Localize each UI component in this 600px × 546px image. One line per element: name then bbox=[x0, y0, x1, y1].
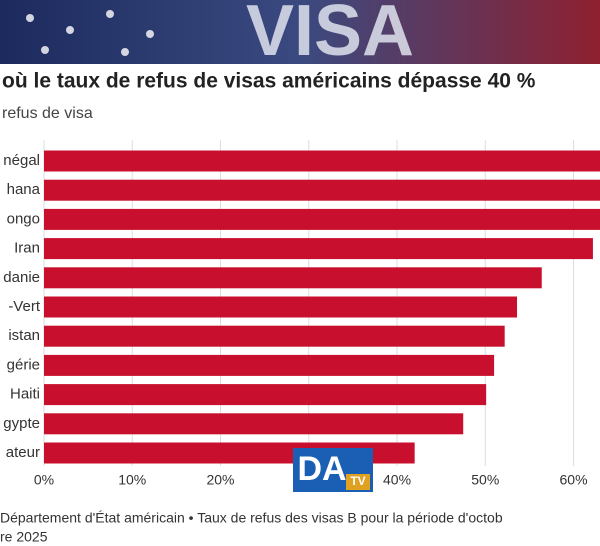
y-tick-label: ongo bbox=[7, 210, 40, 227]
source-line: Département d'État américain • Taux de r… bbox=[0, 510, 503, 526]
logo-badge bbox=[346, 474, 370, 490]
x-tick-label: 50% bbox=[471, 472, 499, 488]
logo-text: DA bbox=[297, 450, 346, 488]
bar bbox=[44, 238, 593, 260]
y-tick-label: ateur bbox=[6, 444, 40, 461]
bar bbox=[44, 384, 487, 406]
y-tick-label: hana bbox=[7, 181, 41, 198]
banner-text: VISA bbox=[246, 0, 414, 71]
y-tick-label: gérie bbox=[7, 356, 40, 373]
y-tick-label: istan bbox=[8, 327, 40, 344]
x-tick-label: 10% bbox=[118, 472, 146, 488]
y-tick-label: négal bbox=[3, 152, 40, 169]
y-tick-label: -Vert bbox=[8, 298, 41, 315]
logo: DA TV bbox=[293, 448, 373, 492]
bar bbox=[44, 296, 518, 318]
bar bbox=[44, 354, 495, 376]
bar bbox=[44, 325, 505, 347]
x-tick-label: 60% bbox=[560, 472, 588, 488]
banner bbox=[0, 0, 600, 64]
bar bbox=[44, 413, 464, 435]
bar bbox=[44, 208, 600, 230]
y-tick-label: danie bbox=[3, 269, 40, 286]
chart-title: où le taux de refus de visas américains … bbox=[2, 70, 536, 93]
y-tick-label: Haiti bbox=[10, 386, 40, 403]
bar bbox=[44, 267, 542, 289]
bar bbox=[44, 179, 600, 201]
bar bbox=[44, 150, 600, 172]
y-tick-label: Iran bbox=[14, 240, 40, 257]
chart-subtitle: refus de visa bbox=[2, 105, 93, 122]
x-tick-label: 40% bbox=[383, 472, 411, 488]
logo-sub: TV bbox=[350, 474, 365, 488]
stars bbox=[26, 10, 154, 56]
bars bbox=[44, 150, 600, 464]
source-line: re 2025 bbox=[0, 529, 48, 545]
y-tick-label: gypte bbox=[3, 415, 40, 432]
x-tick-label: 20% bbox=[206, 472, 234, 488]
x-tick-label: 0% bbox=[34, 472, 54, 488]
